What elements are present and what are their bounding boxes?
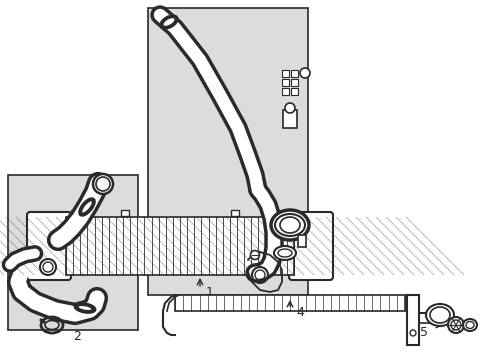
Ellipse shape bbox=[81, 201, 92, 213]
Circle shape bbox=[43, 262, 53, 272]
Text: 5: 5 bbox=[419, 327, 427, 339]
Circle shape bbox=[93, 174, 113, 194]
Text: 4: 4 bbox=[295, 306, 303, 319]
Bar bbox=[282, 88, 288, 95]
Circle shape bbox=[450, 320, 460, 330]
Text: 1: 1 bbox=[205, 285, 213, 298]
Bar bbox=[290, 70, 297, 77]
Circle shape bbox=[250, 251, 259, 260]
Ellipse shape bbox=[270, 210, 308, 240]
Ellipse shape bbox=[429, 307, 449, 323]
Circle shape bbox=[40, 259, 56, 275]
Ellipse shape bbox=[465, 321, 473, 328]
Bar bbox=[8, 175, 138, 330]
Ellipse shape bbox=[462, 319, 476, 331]
Bar bbox=[230, 210, 239, 216]
Ellipse shape bbox=[78, 305, 92, 311]
Bar bbox=[121, 210, 129, 216]
Text: 2: 2 bbox=[73, 329, 81, 342]
Bar bbox=[297, 235, 305, 247]
Circle shape bbox=[96, 177, 110, 191]
Ellipse shape bbox=[280, 217, 299, 233]
FancyBboxPatch shape bbox=[27, 212, 71, 280]
Ellipse shape bbox=[163, 17, 175, 27]
Text: 3: 3 bbox=[227, 297, 235, 310]
Ellipse shape bbox=[274, 214, 305, 236]
FancyBboxPatch shape bbox=[288, 212, 332, 280]
Bar bbox=[290, 88, 297, 95]
Bar bbox=[282, 70, 288, 77]
Bar bbox=[71, 210, 79, 216]
Ellipse shape bbox=[425, 304, 453, 326]
Bar bbox=[270, 210, 279, 216]
Ellipse shape bbox=[273, 246, 295, 260]
Circle shape bbox=[299, 68, 309, 78]
Ellipse shape bbox=[161, 16, 177, 28]
Bar bbox=[282, 79, 288, 86]
Bar bbox=[283, 110, 296, 128]
Bar bbox=[148, 8, 307, 295]
Bar bbox=[66, 217, 293, 275]
Ellipse shape bbox=[80, 199, 94, 215]
Circle shape bbox=[447, 317, 463, 333]
Ellipse shape bbox=[278, 249, 291, 257]
Circle shape bbox=[285, 103, 294, 113]
Bar bbox=[175, 295, 404, 311]
Bar bbox=[290, 79, 297, 86]
Ellipse shape bbox=[75, 304, 95, 312]
